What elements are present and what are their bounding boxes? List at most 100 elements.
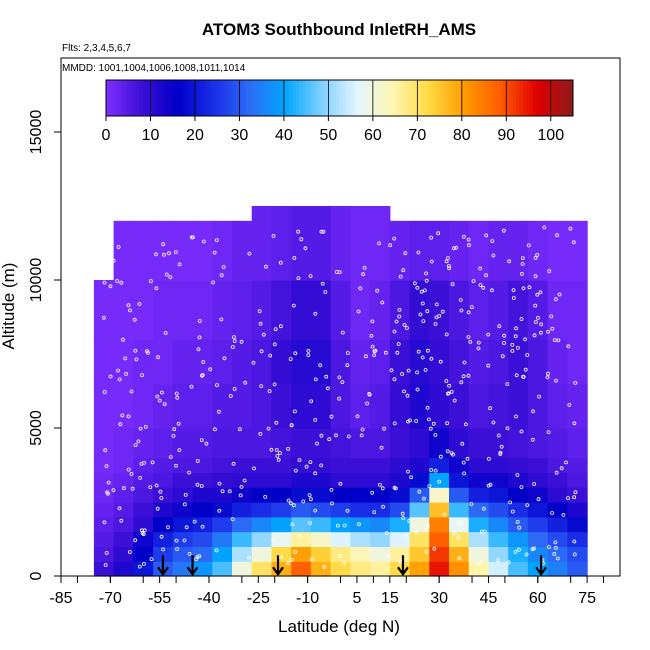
heatmap-cell: [429, 546, 450, 562]
colorbar-segment: [439, 80, 444, 116]
colorbar-segment: [196, 80, 200, 116]
heatmap-cell: [113, 561, 134, 577]
heatmap-cell: [389, 472, 411, 488]
heatmap-cell: [192, 428, 213, 459]
colorbar-segment: [229, 80, 234, 116]
observation-point: [466, 237, 471, 242]
observation-point: [325, 386, 330, 391]
colorbar-frame: [105, 79, 574, 117]
heatmap-cell: [232, 546, 253, 562]
heatmap-cell: [192, 487, 213, 503]
observation-point: [415, 285, 420, 290]
observation-point: [162, 252, 166, 257]
observation-point: [102, 520, 107, 525]
heatmap-cell: [172, 383, 194, 429]
heatmap-cell: [172, 516, 194, 533]
colorbar-segment: [346, 80, 351, 116]
observation-point: [547, 269, 552, 274]
heatmap-cell: [212, 280, 233, 340]
colorbar-segment: [239, 80, 244, 116]
observation-point: [434, 315, 439, 320]
observation-point: [184, 525, 189, 530]
observation-point: [173, 250, 178, 255]
heatmap-cell: [212, 472, 233, 488]
colorbar-segment: [316, 80, 320, 116]
heatmap-cell: [251, 280, 272, 340]
observation-point: [451, 452, 456, 457]
heatmap-cell: [310, 457, 332, 473]
heatmap-cell: [527, 516, 549, 533]
colorbar-segment: [566, 80, 571, 116]
observation-point: [367, 392, 372, 397]
heatmap-cell: [370, 502, 391, 518]
observation-point: [469, 502, 474, 506]
colorbar-tick-label: 30: [231, 127, 249, 144]
observation-point: [258, 431, 263, 436]
observation-point: [356, 309, 361, 314]
observation-point: [502, 341, 506, 345]
heatmap-cell: [330, 502, 351, 518]
heatmap-cell: [449, 516, 470, 533]
observation-point: [389, 368, 394, 373]
heatmap-cell: [409, 457, 430, 473]
observation-point: [266, 426, 271, 431]
observation-point: [187, 552, 192, 556]
heatmap-cell: [449, 561, 470, 577]
observation-point: [553, 540, 558, 545]
observation-point: [416, 349, 421, 354]
observation-point: [183, 492, 188, 497]
heatmap-cell: [212, 428, 233, 459]
heatmap-cell: [192, 546, 213, 562]
heatmap-cell: [547, 472, 568, 488]
observation-point: [466, 335, 471, 340]
heatmap-cell: [133, 472, 154, 488]
observation-point: [440, 309, 445, 314]
observation-point: [392, 377, 397, 382]
heatmap-cell: [172, 280, 194, 340]
observation-point: [514, 326, 518, 331]
observation-point: [288, 501, 293, 506]
observation-point: [199, 484, 204, 488]
observation-point: [433, 433, 438, 437]
profile-arrow: [157, 555, 169, 577]
observation-point: [419, 289, 424, 294]
observation-point: [290, 522, 295, 527]
observation-point: [342, 523, 347, 528]
observation-point: [195, 482, 200, 487]
observation-point: [533, 274, 538, 279]
observation-point: [189, 384, 194, 389]
colorbar-segment: [509, 80, 514, 116]
heatmap-cell: [488, 516, 509, 533]
heatmap-cell: [370, 561, 391, 577]
heatmap-cell: [468, 546, 489, 562]
heatmap-cell: [370, 487, 391, 503]
heatmap-cell: [172, 561, 194, 577]
heatmap-cell: [488, 531, 509, 547]
heatmap-cell: [527, 487, 549, 503]
heatmap-cell: [567, 516, 588, 533]
colorbar-tick-label: 20: [186, 127, 204, 144]
observation-point: [200, 373, 204, 378]
observation-point: [478, 266, 483, 271]
heatmap-cell: [192, 383, 213, 429]
observation-point: [115, 279, 120, 283]
observation-point: [498, 450, 503, 455]
observation-point: [394, 319, 399, 324]
heatmap-cell: [93, 487, 115, 503]
observation-point: [510, 342, 515, 347]
colorbar-segment: [309, 80, 314, 116]
observation-point: [482, 529, 487, 534]
observation-point: [309, 557, 314, 562]
observation-point: [415, 370, 420, 375]
observation-point: [445, 449, 450, 454]
observation-point: [527, 285, 532, 290]
heatmap-cell: [172, 428, 194, 459]
observation-point: [409, 475, 414, 480]
observation-point: [182, 502, 187, 507]
heatmap-cell: [291, 487, 312, 503]
heatmap-cell: [567, 546, 588, 562]
observation-point: [104, 551, 109, 555]
heatmap-cell: [508, 383, 529, 429]
observation-point: [361, 272, 366, 277]
colorbar-segment: [336, 80, 340, 116]
